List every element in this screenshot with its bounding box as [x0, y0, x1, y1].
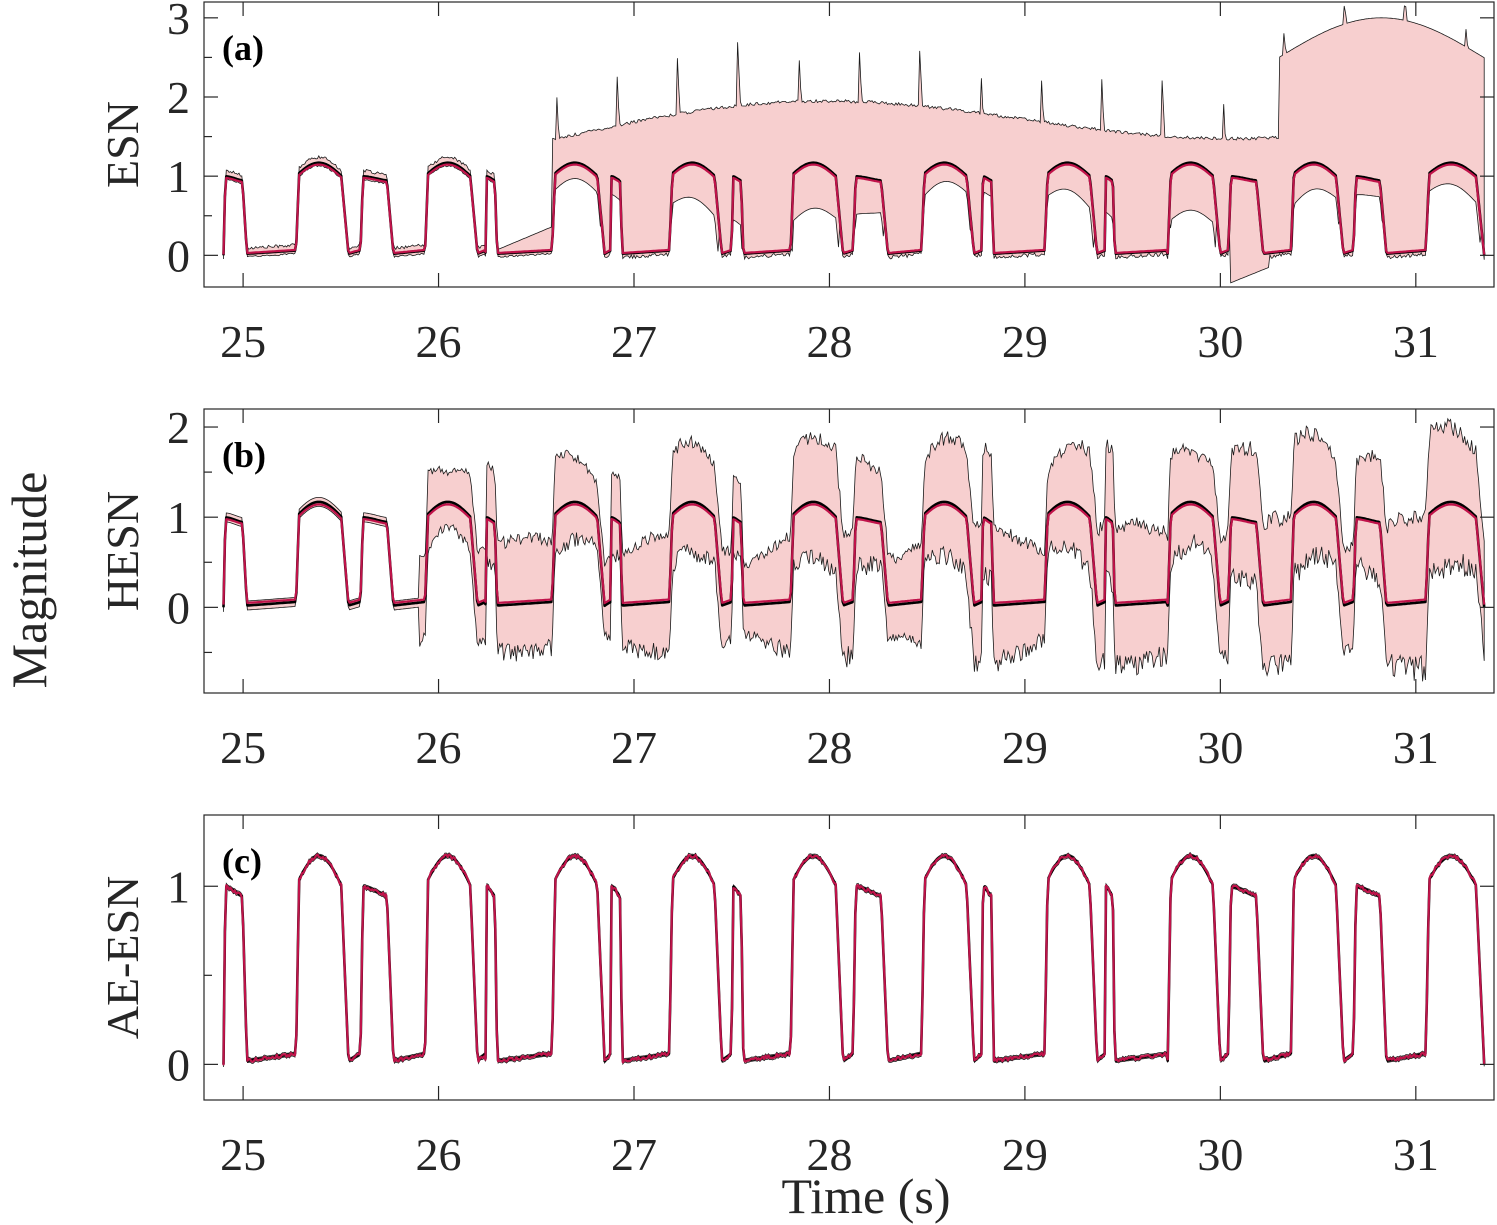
uncertainty-band [223, 851, 1485, 1068]
x-tick-label: 31 [1393, 316, 1439, 367]
x-tick-label: 28 [806, 316, 852, 367]
x-tick-label: 25 [220, 316, 266, 367]
panel-ylabel: HESN [97, 491, 148, 611]
x-tick-label: 31 [1393, 1129, 1439, 1180]
x-tick-label: 28 [806, 1129, 852, 1180]
y-tick-label: 1 [167, 861, 190, 912]
prediction-series-line [222, 163, 1486, 255]
figure-xlabel: Time (s) [781, 1168, 950, 1224]
prediction-series-line [222, 853, 1486, 1066]
x-tick-label: 30 [1197, 722, 1243, 773]
axes-frame [203, 814, 1495, 1101]
panel-letter: (b) [222, 435, 266, 475]
x-tick-label: 25 [220, 1129, 266, 1180]
y-tick-label: 0 [167, 582, 190, 633]
x-tick-label: 29 [1002, 722, 1048, 773]
y-tick-label: 2 [167, 72, 190, 123]
panel-a: 25 26 27 28 29 30 31 0 1 2 3 (a) ESN [97, 0, 1495, 367]
panel-ylabel: ESN [97, 101, 148, 188]
x-tick-label: 31 [1393, 722, 1439, 773]
figure-ylabel: Magnitude [1, 472, 57, 689]
x-tick-label: 25 [220, 722, 266, 773]
axes-frame [203, 408, 1495, 694]
panel-c: 25 26 27 28 29 30 31 0 1 (c) AE-ESN [97, 814, 1495, 1180]
panel-letter: (a) [222, 28, 264, 68]
y-tick-label: 1 [167, 151, 190, 202]
y-tick-label: 0 [167, 1039, 190, 1090]
y-tick-label: 1 [167, 492, 190, 543]
panel-letter: (c) [222, 841, 262, 881]
x-tick-label: 26 [416, 316, 462, 367]
y-tick-label: 3 [167, 0, 190, 44]
x-tick-label: 27 [611, 722, 657, 773]
x-tick-label: 28 [806, 722, 852, 773]
x-tick-label: 26 [416, 722, 462, 773]
panel-b: 25 26 27 28 29 30 31 0 1 2 (b) HESN [97, 402, 1495, 773]
x-tick-label: 29 [1002, 316, 1048, 367]
y-tick-label: 2 [167, 402, 190, 453]
y-tick-label: 0 [167, 230, 190, 281]
panel-ylabel: AE-ESN [97, 876, 148, 1040]
x-tick-label: 27 [611, 1129, 657, 1180]
x-tick-label: 30 [1197, 1129, 1243, 1180]
x-tick-label: 29 [1002, 1129, 1048, 1180]
axes-frame [203, 1, 1495, 288]
x-tick-label: 26 [416, 1129, 462, 1180]
x-tick-label: 27 [611, 316, 657, 367]
x-tick-label: 30 [1197, 316, 1243, 367]
prediction-series-line [222, 503, 1486, 605]
